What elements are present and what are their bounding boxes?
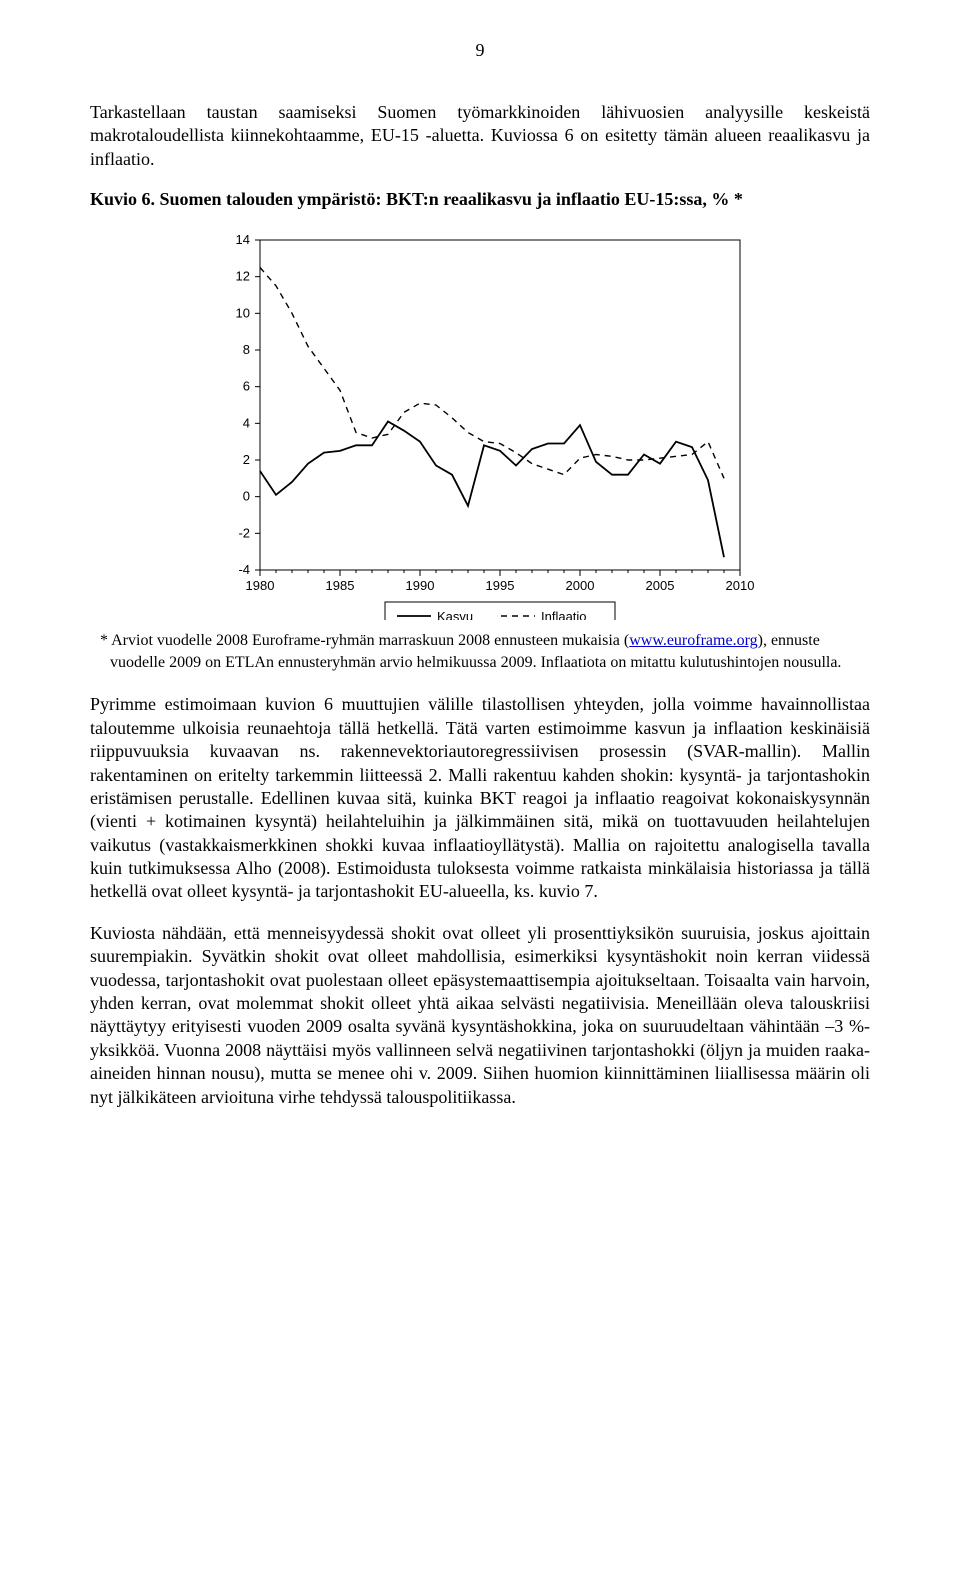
svg-text:8: 8: [243, 342, 250, 357]
svg-text:14: 14: [236, 232, 250, 247]
svg-text:1995: 1995: [486, 578, 515, 593]
svg-text:1985: 1985: [326, 578, 355, 593]
svg-text:Kasvu: Kasvu: [437, 609, 473, 620]
svg-text:2010: 2010: [726, 578, 755, 593]
svg-text:-2: -2: [238, 526, 250, 541]
chart-container: -4 -2 0 2 4 6 8 10 12 14 1980 1985 1990 1995 2000 2005 2…: [200, 230, 760, 620]
figure-footnote: * Arviot vuodelle 2008 Euroframe-ryhmän …: [90, 630, 870, 673]
intro-paragraph: Tarkastellaan taustan saamiseksi Suomen …: [90, 101, 870, 171]
svg-text:2000: 2000: [566, 578, 595, 593]
svg-text:4: 4: [243, 416, 250, 431]
svg-text:2: 2: [243, 452, 250, 467]
footnote-link[interactable]: www.euroframe.org: [629, 632, 757, 649]
line-chart: -4 -2 0 2 4 6 8 10 12 14 1980 1985 1990 1995 2000 2005 2…: [200, 230, 760, 620]
svg-text:0: 0: [243, 489, 250, 504]
page: 9 Tarkastellaan taustan saamiseksi Suome…: [0, 0, 960, 1187]
footnote-text-prefix: * Arviot vuodelle 2008 Euroframe-ryhmän …: [100, 632, 629, 649]
svg-text:2005: 2005: [646, 578, 675, 593]
body-paragraph-2: Pyrimme estimoimaan kuvion 6 muuttujien …: [90, 693, 870, 904]
page-number: 9: [90, 40, 870, 61]
svg-text:6: 6: [243, 379, 250, 394]
svg-text:12: 12: [236, 269, 250, 284]
svg-text:1980: 1980: [246, 578, 275, 593]
svg-text:10: 10: [236, 306, 250, 321]
svg-text:Inflaatio: Inflaatio: [541, 609, 587, 620]
svg-text:-4: -4: [238, 562, 250, 577]
body-paragraph-3: Kuviosta nähdään, että menneisyydessä sh…: [90, 922, 870, 1109]
figure-caption: Kuvio 6. Suomen talouden ympäristö: BKT:…: [90, 189, 870, 210]
svg-text:1990: 1990: [406, 578, 435, 593]
